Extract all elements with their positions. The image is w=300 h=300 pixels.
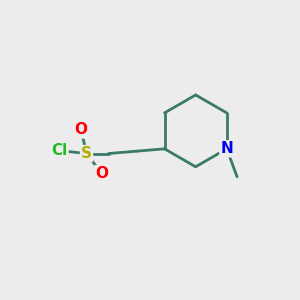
Text: O: O xyxy=(75,122,88,137)
Text: N: N xyxy=(220,141,233,156)
Text: S: S xyxy=(81,146,92,161)
Text: Cl: Cl xyxy=(51,143,68,158)
Text: O: O xyxy=(95,166,108,181)
